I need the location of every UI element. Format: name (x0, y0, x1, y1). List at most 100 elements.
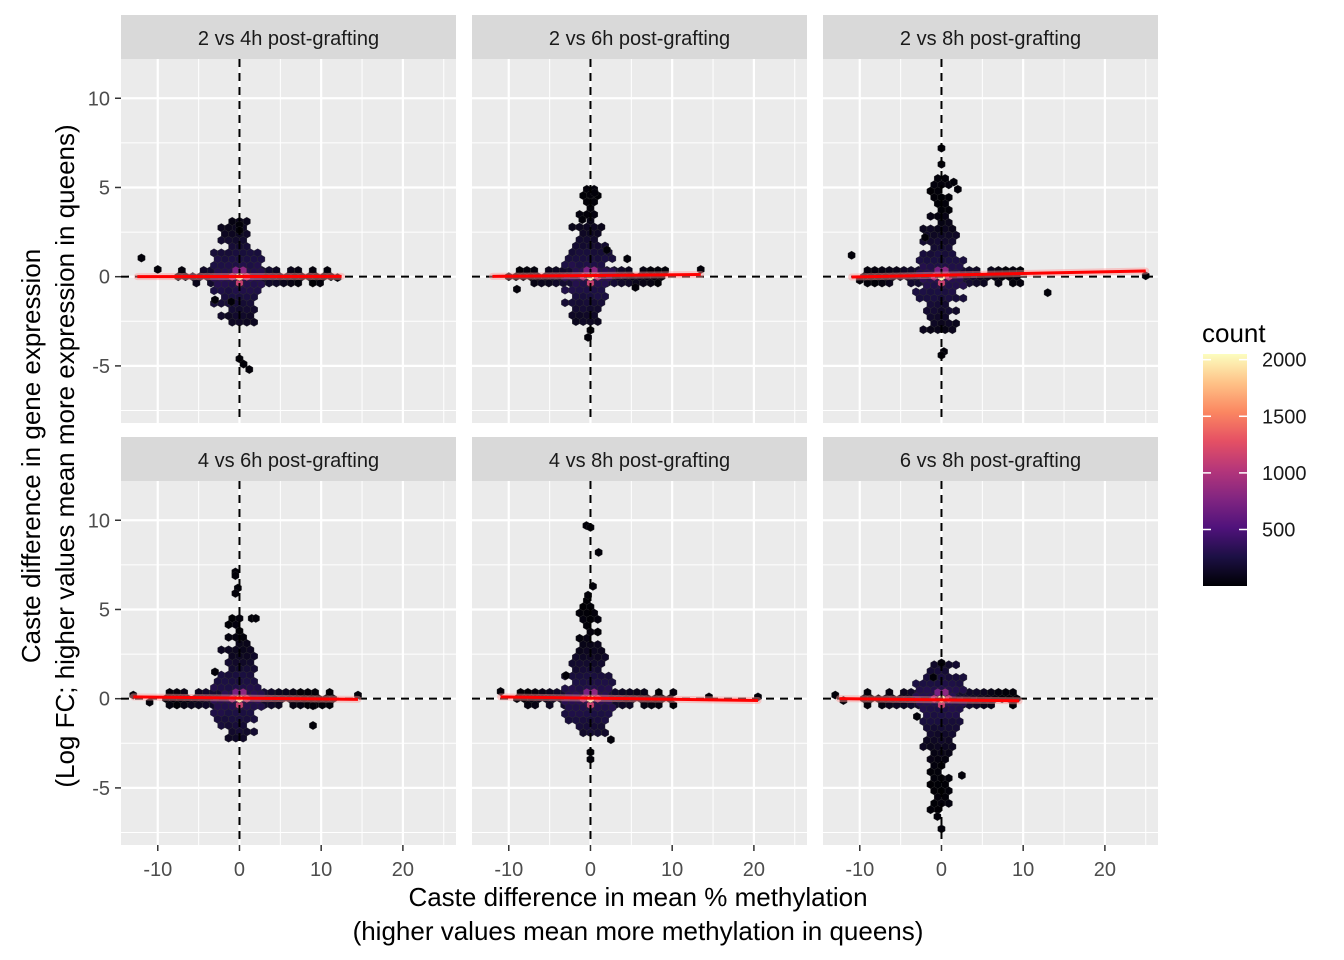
hexbin-cell (593, 627, 602, 637)
hexbin-cell (952, 660, 960, 670)
facet-strip-label: 2 vs 4h post-grafting (198, 28, 379, 50)
hexbin-cell (210, 286, 218, 296)
hexbin-cell (192, 278, 201, 288)
facet-strip (121, 437, 456, 481)
hexbin-cell (987, 700, 995, 710)
hexbin-cell (231, 733, 240, 743)
hexbin-cell (919, 325, 928, 335)
y-tick-label: -5 (92, 356, 110, 378)
y-tick-label: 10 (88, 510, 110, 532)
hexbin-cell (934, 325, 942, 335)
hexbin-cell (655, 700, 663, 710)
hexbin-cell (279, 278, 288, 288)
hexbin-cell (309, 701, 317, 711)
panel-background (472, 59, 807, 423)
y-axis-title-line2: (Log FC; higher values mean more express… (50, 124, 80, 787)
hexbin-cell (639, 278, 648, 288)
hexbin-cell (524, 700, 532, 710)
hexbin-cell (958, 770, 966, 780)
hexbin-cell (601, 728, 609, 738)
hexbin-layer (496, 521, 762, 764)
hexbin-cell (250, 714, 258, 724)
y-tick-label: 10 (88, 88, 110, 110)
hexbin-cell (907, 278, 915, 288)
x-tick-label: 0 (936, 859, 947, 881)
hexbin-cell (231, 571, 240, 581)
hexbin-cell (863, 700, 872, 710)
hexbin-cell (210, 683, 218, 693)
hexbin-cell (561, 298, 569, 308)
y-tick-label: 5 (99, 599, 110, 621)
x-tick-label: 20 (1094, 859, 1116, 881)
hexbin-cell (309, 721, 317, 730)
hexbin-cell (552, 278, 560, 288)
hexbin-cell (590, 188, 599, 198)
hexbin-cell (272, 278, 281, 288)
hexbin-cell (153, 265, 162, 274)
hexbin-cell (954, 184, 962, 194)
hexbin-cell (885, 278, 894, 288)
x-tick-label: 0 (234, 859, 245, 881)
facet-strip-label: 2 vs 8h post-grafting (900, 28, 1081, 50)
hexbin-cell (239, 733, 248, 743)
fit-line (851, 269, 1146, 279)
x-tick-label: -10 (143, 859, 172, 881)
hexbin-cell (187, 700, 196, 710)
hexbin-cell (224, 632, 233, 642)
hexbin-cell (944, 798, 953, 808)
hexbin-cell (180, 700, 189, 710)
facet-strip (472, 15, 807, 59)
hexbin-cell (593, 614, 602, 624)
hexbin-cell (926, 211, 935, 221)
hexbin-cell (231, 588, 240, 598)
legend-tick-label: 1000 (1262, 463, 1307, 485)
hexbin-cell (572, 317, 580, 327)
panel-background (121, 59, 456, 423)
hexbin-cell (165, 700, 174, 710)
x-axis-title-line1: Caste difference in mean % methylation (408, 882, 867, 912)
hexbin-cell (847, 250, 856, 260)
x-tick-label: -10 (845, 859, 874, 881)
hexbin-cell (913, 712, 921, 721)
hexbin-cell (294, 278, 303, 288)
hexbin-cell (537, 278, 546, 288)
hexbin-cell (1009, 700, 1017, 710)
facet-strip (823, 15, 1158, 59)
hexbin-cell (921, 232, 929, 242)
x-tick-label: 10 (310, 859, 332, 881)
hexbin-cell (625, 278, 633, 288)
x-axes: -10 0 10 20 -10 0 10 20 -10 0 10 20 (143, 845, 1116, 881)
hexbin-layer (831, 658, 1021, 834)
hexbin-cell (239, 359, 248, 369)
hexbin-cell (1009, 278, 1017, 288)
hexbin-cell (607, 735, 615, 745)
hexbin-cell (217, 235, 226, 245)
hexbin-cell (137, 253, 146, 263)
hexbin-cell (325, 700, 334, 710)
hexbin-cell (245, 365, 254, 374)
hexbin-cell (941, 325, 949, 335)
hexbin-cell (1016, 278, 1025, 288)
hexbin-cell (228, 317, 237, 327)
hexbin-cell (980, 278, 988, 288)
hexbin-cell (631, 282, 640, 292)
hexbin-cell (145, 697, 154, 707)
hexbin-cell (316, 278, 324, 288)
hexbin-cell (545, 700, 554, 710)
hexbin-cell (265, 278, 273, 288)
hexbin-cell (933, 812, 942, 821)
hexbin-cell (654, 278, 662, 288)
facet-panel: 2 vs 8h post-grafting (823, 15, 1158, 423)
hexbin-cell (257, 702, 266, 712)
hexbin-cell (646, 278, 655, 288)
legend-ticks: 500 1000 1500 2000 (1203, 350, 1307, 542)
legend: count 500 1000 1500 2000 (1202, 318, 1307, 586)
panel-background (121, 481, 456, 845)
hexbin-cell (496, 687, 505, 696)
x-tick-label: 10 (1012, 859, 1034, 881)
hexbin-cell (593, 728, 602, 738)
facet-strip (121, 15, 456, 59)
hexbin-cell (878, 278, 886, 288)
hexbin-cell (211, 295, 219, 305)
legend-title: count (1202, 318, 1266, 348)
